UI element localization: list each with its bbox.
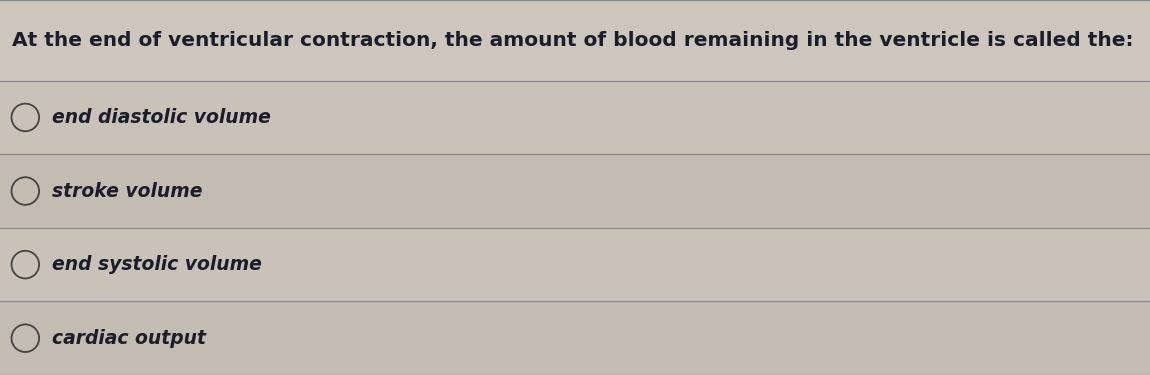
Text: cardiac output: cardiac output xyxy=(52,329,206,348)
Bar xyxy=(0,0,1150,81)
Bar xyxy=(0,154,1150,228)
Text: At the end of ventricular contraction, the amount of blood remaining in the vent: At the end of ventricular contraction, t… xyxy=(12,31,1133,50)
Bar xyxy=(0,81,1150,154)
Bar xyxy=(0,228,1150,302)
Text: end diastolic volume: end diastolic volume xyxy=(52,108,270,127)
Bar xyxy=(0,302,1150,375)
Text: stroke volume: stroke volume xyxy=(52,182,202,201)
Text: end systolic volume: end systolic volume xyxy=(52,255,262,274)
